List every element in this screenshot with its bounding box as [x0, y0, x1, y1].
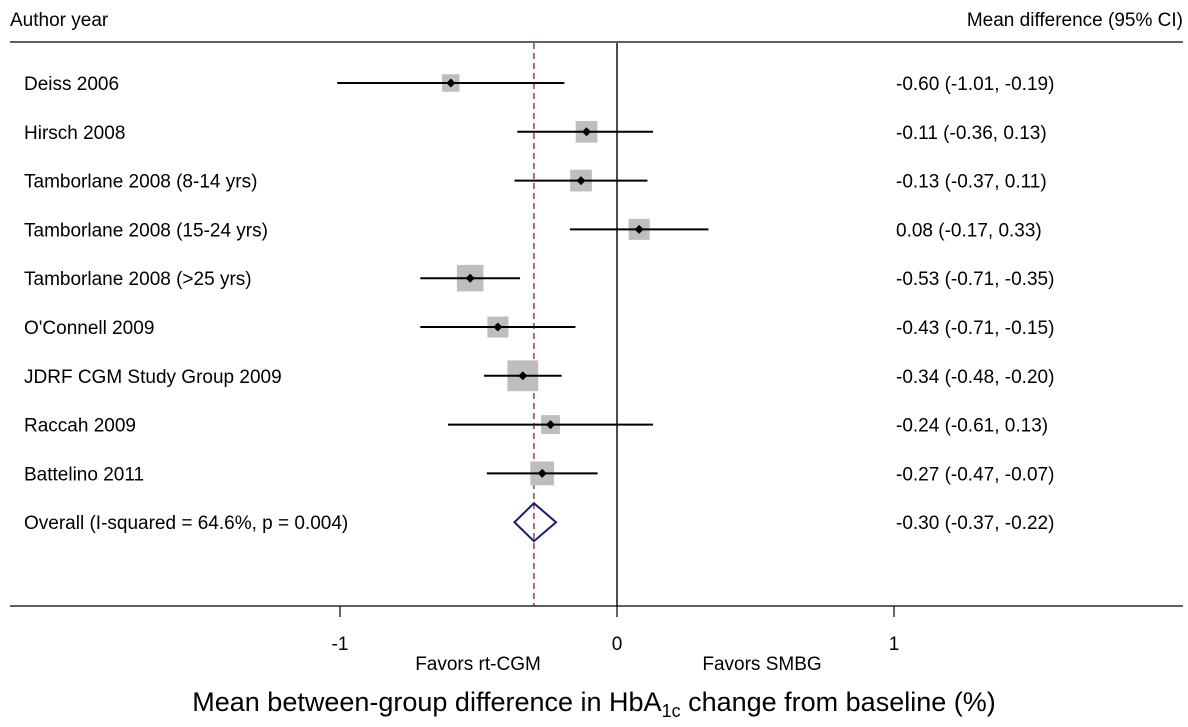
study-ci-text: -0.11 (-0.36, 0.13)	[896, 123, 1047, 144]
study-label: Raccah 2009	[24, 416, 136, 437]
overall-ci-text: -0.30 (-0.37, -0.22)	[896, 513, 1054, 534]
study-label: JDRF CGM Study Group 2009	[24, 367, 282, 388]
study-ci-text: -0.60 (-1.01, -0.19)	[896, 74, 1054, 95]
favors-right-label: Favors SMBG	[702, 654, 821, 675]
x-tick-label: -1	[332, 634, 349, 655]
study-point-estimate	[634, 224, 644, 234]
study-ci-text: -0.27 (-0.47, -0.07)	[896, 464, 1054, 485]
study-label: Tamborlane 2008 (15-24 yrs)	[24, 220, 268, 241]
overall-diamond	[513, 501, 558, 543]
study-point-estimate	[446, 78, 456, 88]
left-header: Author year	[10, 10, 109, 31]
right-header: Mean difference (95% CI)	[967, 10, 1183, 31]
study-point-estimate	[518, 371, 528, 381]
study-label: O'Connell 2009	[24, 318, 154, 339]
study-ci-text: 0.08 (-0.17, 0.33)	[896, 220, 1042, 241]
favors-left-label: Favors rt-CGM	[415, 654, 541, 675]
study-ci-text: -0.53 (-0.71, -0.35)	[896, 269, 1054, 290]
study-point-estimate	[582, 127, 592, 137]
study-ci-text: -0.34 (-0.48, -0.20)	[896, 367, 1054, 388]
study-label: Tamborlane 2008 (8-14 yrs)	[24, 172, 257, 193]
overall-label: Overall (I-squared = 64.6%, p = 0.004)	[24, 513, 348, 534]
study-ci-text: -0.43 (-0.71, -0.15)	[896, 318, 1054, 339]
study-label: Hirsch 2008	[24, 123, 125, 144]
x-axis-title-tail: change from baseline (%)	[681, 687, 996, 717]
study-label: Battelino 2011	[24, 464, 144, 485]
study-rows: Deiss 2006 -0.60 (-1.01, -0.19) Hirsch 200…	[24, 74, 1054, 534]
x-axis-title-main: Mean between-group difference in HbA	[192, 687, 661, 717]
study-point-estimate	[546, 420, 556, 430]
x-axis-ticks: -1 0 1	[332, 606, 900, 655]
x-tick-label: 1	[889, 634, 900, 655]
plot-marks	[337, 43, 709, 606]
study-label: Tamborlane 2008 (>25 yrs)	[24, 269, 252, 290]
study-label: Deiss 2006	[24, 74, 119, 95]
study-point-estimate	[537, 468, 547, 478]
study-point-estimate	[465, 273, 475, 283]
x-axis-title: Mean between-group difference in HbA1c c…	[192, 687, 995, 721]
study-ci-text: -0.24 (-0.61, 0.13)	[896, 416, 1048, 437]
study-point-estimate	[493, 322, 503, 332]
x-axis-title-subscript: 1c	[662, 701, 681, 721]
study-ci-text: -0.13 (-0.37, 0.11)	[896, 172, 1047, 193]
study-point-estimate	[576, 176, 586, 186]
x-tick-label: 0	[612, 634, 623, 655]
